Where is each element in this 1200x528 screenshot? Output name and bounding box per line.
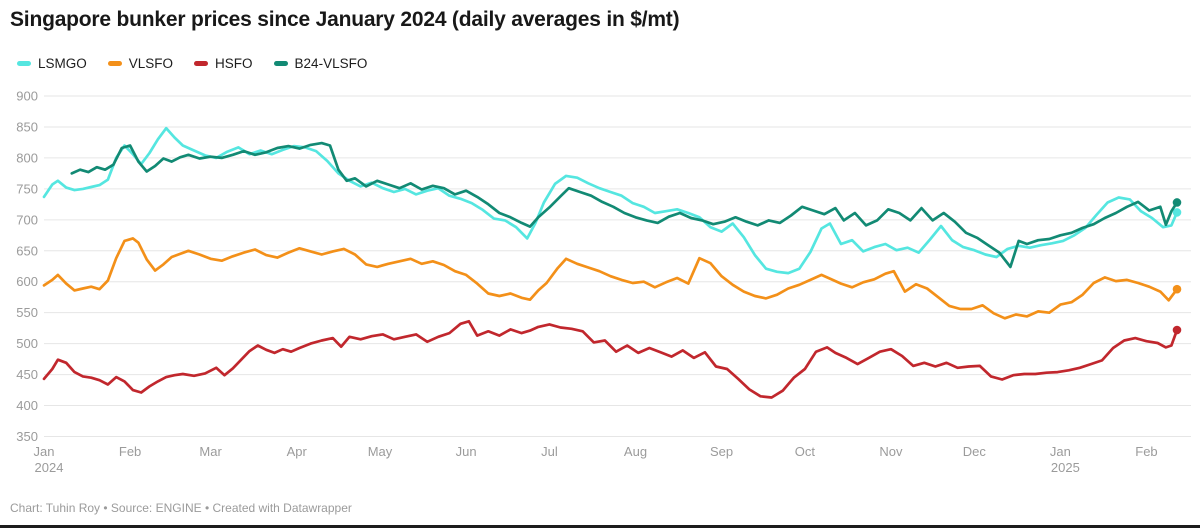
legend-item-HSFO: HSFO [194,56,253,71]
y-tick-label: 500 [16,336,38,351]
series-line-VLSFO [42,237,1179,320]
y-tick-label: 650 [16,243,38,258]
y-tick-label: 400 [16,398,38,413]
series-line-LSMGO [42,126,1179,275]
legend-swatch-icon [107,61,122,66]
y-tick-label: 600 [16,274,38,289]
series-end-dot-B24-VLSFO [1172,198,1182,207]
x-tick-label: Jun [456,444,477,459]
legend-label: VLSFO [128,56,174,71]
x-tick-label: Jan [34,444,55,459]
legend-item-VLSFO: VLSFO [107,56,174,71]
chart-legend: LSMGO VLSFO HSFO B24-VLSFO [17,56,367,71]
x-tick-label: Sep [710,444,733,459]
y-tick-label: 850 [16,119,38,134]
y-tick-label: 450 [16,367,38,382]
chart-attribution: Chart: Tuhin Roy • Source: ENGINE • Crea… [10,501,352,515]
x-tick-label: Jan [1050,444,1071,459]
x-tick-label: Apr [287,444,308,459]
legend-swatch-icon [17,61,31,66]
series-end-dot-HSFO [1172,325,1182,335]
series-line-HSFO [42,319,1179,399]
y-tick-label: 550 [16,305,38,320]
legend-label: B24-VLSFO [294,56,368,71]
x-tick-label: May [368,444,393,459]
x-tick-label: Dec [963,444,987,459]
legend-item-B24-VLSFO: B24-VLSFO [273,56,368,71]
bottom-border [0,525,1200,528]
x-tick-label: Feb [1135,444,1157,459]
x-tick-label: Mar [199,444,222,459]
y-tick-label: 700 [16,212,38,227]
x-tick-label: Jul [541,444,558,459]
x-tick-year-label: 2025 [1051,460,1080,475]
y-tick-label: 350 [16,429,38,444]
legend-swatch-icon [273,61,288,66]
legend-label: HSFO [215,56,253,71]
legend-swatch-icon [194,61,209,66]
x-tick-label: Aug [624,444,647,459]
series-line-B24-VLSFO [70,141,1179,269]
y-tick-label: 750 [16,181,38,196]
x-tick-label: Oct [795,444,816,459]
y-tick-label: 900 [16,89,38,104]
series-end-dot-LSMGO [1172,208,1182,217]
x-tick-label: Nov [879,444,903,459]
legend-label: LSMGO [38,56,87,71]
x-tick-year-label: 2024 [35,460,64,475]
series-end-dot-VLSFO [1172,284,1182,294]
y-tick-label: 800 [16,150,38,165]
x-tick-label: Feb [119,444,141,459]
page-title: Singapore bunker prices since January 20… [10,8,680,31]
legend-item-LSMGO: LSMGO [17,56,87,71]
